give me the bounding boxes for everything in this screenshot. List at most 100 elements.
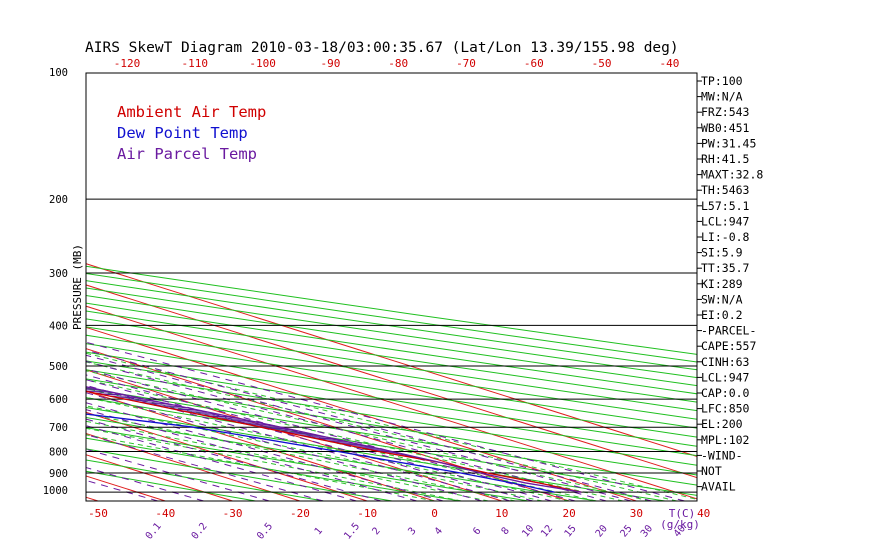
- mixing-ratio-label: 4: [433, 526, 445, 538]
- index-label: CAPE:557: [701, 339, 756, 353]
- y-axis-label: PRESSURE (MB): [71, 244, 84, 330]
- index-label: EL:200: [701, 417, 743, 431]
- legend-entry: Ambient Air Temp: [117, 103, 266, 121]
- index-label: MW:N/A: [701, 90, 743, 104]
- x-axis-label: T(C): [669, 507, 696, 520]
- isotherm-line: [86, 263, 697, 457]
- index-label: -WIND-: [701, 448, 743, 462]
- grid-lines: [0, 73, 697, 501]
- legend-entry: Dew Point Temp: [117, 124, 248, 142]
- top-temp-tick: -70: [456, 57, 476, 70]
- mixing-ratio-label: 6: [471, 526, 483, 538]
- index-label: TH:5463: [701, 183, 750, 197]
- dry-adiabat-line: [86, 343, 697, 438]
- mixing-ratio-label: 10: [520, 523, 536, 539]
- index-label: L57:5.1: [701, 199, 750, 213]
- mixing-ratio-line: [86, 368, 576, 501]
- legend: Ambient Air Temp Dew Point Temp Air Parcel…: [117, 103, 266, 163]
- isotherm-line: [0, 73, 31, 501]
- pressure-tick-label: 100: [49, 67, 68, 79]
- index-label: MPL:102: [701, 433, 749, 447]
- dry-adiabat-line: [86, 302, 697, 395]
- dry-adiabat-line: [86, 459, 324, 501]
- mixing-ratio-label: 8: [500, 526, 512, 538]
- bottom-temp-tick: 10: [495, 507, 508, 520]
- mixing-ratio-line: [86, 392, 482, 501]
- mixing-ratio-label: 12: [539, 523, 555, 539]
- index-label: TP:100: [701, 74, 743, 88]
- data-curves: [86, 386, 582, 493]
- pressure-tick-label: 800: [49, 447, 68, 459]
- isotherm-line: [86, 305, 697, 500]
- bottom-temp-tick: 40: [697, 507, 710, 520]
- index-label: NOT: [701, 464, 722, 478]
- moist-adiabat-line: [86, 388, 597, 501]
- isotherm-line: [86, 348, 570, 501]
- top-temp-tick: -100: [249, 57, 276, 70]
- dry-adiabat-line: [86, 427, 529, 501]
- index-label: SW:N/A: [701, 292, 743, 306]
- mixing-ratio-line: [86, 409, 417, 501]
- pressure-tick-label: 600: [49, 394, 68, 406]
- index-label: AVAIL: [701, 480, 736, 494]
- isotherm-line: [86, 284, 697, 479]
- top-temp-tick: -120: [114, 57, 141, 70]
- bottom-temp-tick: -50: [88, 507, 108, 520]
- dry-adiabat-line: [86, 360, 697, 457]
- pressure-tick-label: 900: [49, 468, 68, 480]
- mixing-ratio-label: 1: [313, 526, 325, 538]
- dry-adiabat-line: [86, 416, 597, 501]
- plot-frame: [85, 72, 698, 502]
- dry-adiabat-line: [86, 406, 666, 501]
- dry-adiabat-line: [86, 326, 697, 420]
- index-label: PW:31.45: [701, 136, 756, 150]
- index-label: EI:0.2: [701, 308, 743, 322]
- mixing-ratio-label: 2: [371, 526, 383, 538]
- dry-adiabat-line: [86, 334, 697, 429]
- pressure-tick-label: 200: [49, 194, 68, 206]
- index-label: MAXT:32.8: [701, 168, 763, 182]
- top-temp-tick: -110: [182, 57, 209, 70]
- mixing-ratio-line: [86, 379, 533, 501]
- pressure-tick-label: 400: [49, 320, 68, 332]
- top-temp-tick: -40: [659, 57, 679, 70]
- legend-entry: Air Parcel Temp: [117, 145, 257, 163]
- mixing-ratio-label: 30: [639, 523, 655, 539]
- mixing-ratio-label: 15: [563, 523, 579, 539]
- top-temp-tick: -50: [592, 57, 612, 70]
- bottom-temp-tick: -40: [155, 507, 175, 520]
- index-label: TT:35.7: [701, 261, 750, 275]
- bottom-temp-tick: 20: [562, 507, 575, 520]
- mixing-ratio-line: [86, 360, 607, 501]
- mixing-ratio-line: [86, 402, 444, 501]
- bottom-temp-tick: -20: [290, 507, 310, 520]
- dry-adiabat-line: [86, 310, 697, 403]
- dry-adiabat-line: [86, 397, 697, 496]
- mixing-ratio-label: 0.2: [190, 521, 210, 542]
- mixing-ratio-label: 20: [594, 523, 610, 539]
- index-label: SI:5.9: [701, 246, 743, 260]
- dry-adiabat-line: [86, 448, 393, 501]
- dry-adiabat-line: [86, 369, 697, 466]
- series-line: [86, 390, 582, 493]
- top-temp-tick: -60: [524, 57, 544, 70]
- bottom-temp-tick: -30: [223, 507, 243, 520]
- index-label: RH:41.5: [701, 152, 749, 166]
- index-label: CAP:0.0: [701, 386, 750, 400]
- isotherm-line: [86, 411, 368, 501]
- dry-adiabat-line: [86, 378, 697, 476]
- index-label: LCL:947: [701, 370, 750, 384]
- series-line: [86, 413, 555, 493]
- index-label: -PARCEL-: [701, 324, 756, 338]
- dry-adiabat-line: [86, 351, 697, 447]
- top-temp-tick: -80: [388, 57, 408, 70]
- index-label: FRZ:543: [701, 105, 750, 119]
- pressure-tick-label: 500: [49, 361, 68, 373]
- mixing-ratio-label: 0.5: [255, 521, 275, 542]
- pressure-tick-label: 300: [49, 268, 68, 280]
- index-label: KI:289: [701, 277, 743, 291]
- index-label: LFC:850: [701, 402, 750, 416]
- mixing-ratio-label: 0.1: [144, 521, 164, 542]
